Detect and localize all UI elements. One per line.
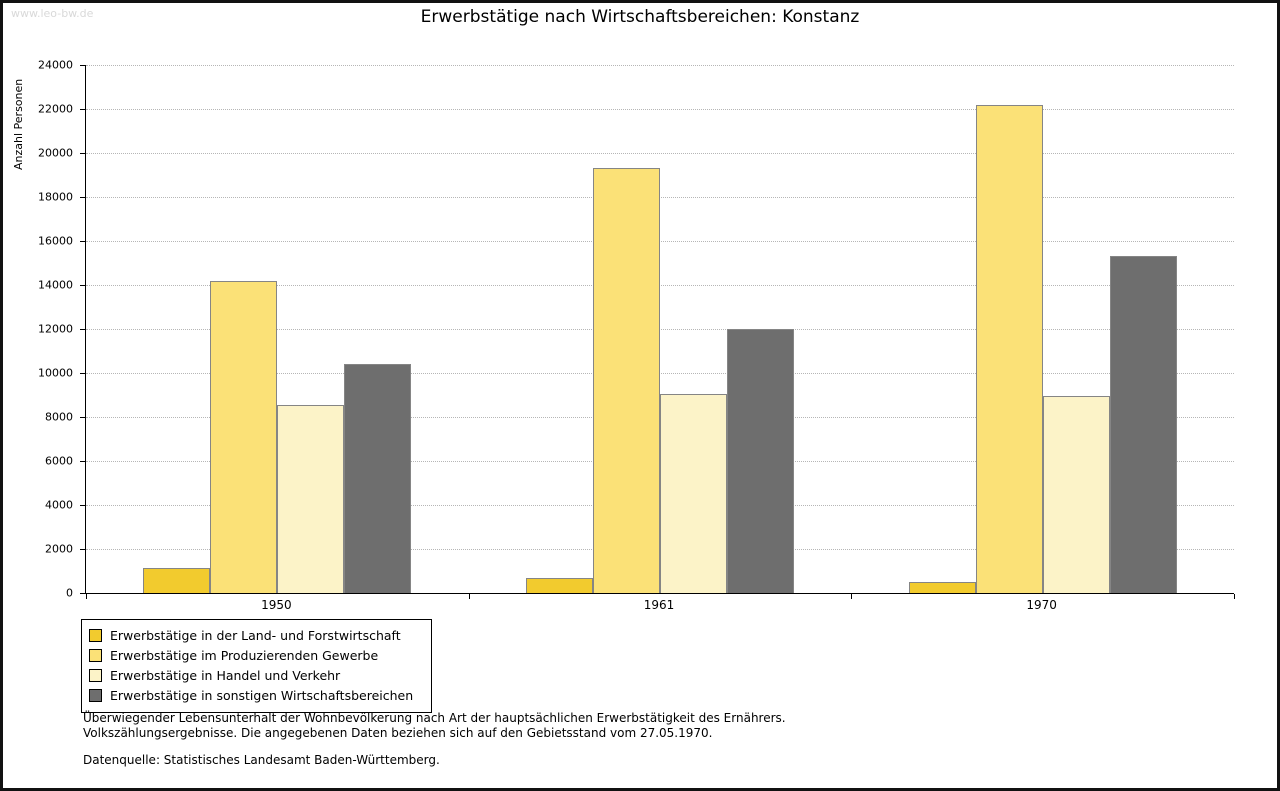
bar-group-1970 [851, 65, 1234, 593]
legend-swatch [89, 648, 102, 662]
bar-series4-1961 [727, 329, 794, 593]
y-axis-tick [80, 549, 85, 550]
bar-group-1961 [469, 65, 852, 593]
y-axis-tick [80, 593, 85, 594]
footnotes: Überwiegender Lebensunterhalt der Wohnbe… [83, 711, 786, 768]
gridline [86, 65, 1234, 66]
y-axis-tick [80, 109, 85, 110]
y-tick-label: 24000 [38, 58, 73, 72]
y-axis-tick [80, 505, 85, 506]
y-axis-tick-labels: 0 2000 4000 6000 8000 10000 12000 14000 16000 180… [3, 59, 79, 600]
x-axis-labels: 1950 1961 1970 [85, 598, 1233, 612]
data-source: Datenquelle: Statistisches Landesamt Bad… [83, 753, 440, 767]
gridline [86, 329, 1234, 330]
y-tick-label: 4000 [45, 498, 73, 512]
y-axis-tick [80, 461, 85, 462]
y-tick-label: 10000 [38, 366, 73, 380]
y-tick-label: 6000 [45, 454, 73, 468]
plot-area [80, 65, 1235, 599]
legend-label: Erwerbstätige in sonstigen Wirtschaftsbe… [110, 687, 414, 703]
watermark: www.leo-bw.de [11, 7, 94, 20]
x-axis-tick [851, 594, 853, 599]
y-axis-tick [80, 373, 85, 374]
legend-item: Erwerbstätige in der Land- und Forstwirt… [89, 625, 413, 645]
bar-series2-1970 [975, 105, 1043, 593]
legend-item: Erwerbstätige im Produzierenden Gewerbe [89, 645, 413, 665]
legend-swatch [89, 628, 102, 642]
y-axis-tick [80, 241, 85, 242]
footnote-line-1: Überwiegender Lebensunterhalt der Wohnbe… [83, 711, 786, 725]
bar-series3-1950 [277, 405, 345, 593]
y-axis-tick [80, 65, 85, 66]
legend-label: Erwerbstätige im Produzierenden Gewerbe [110, 647, 379, 663]
x-category-label: 1961 [643, 598, 675, 612]
y-axis-tick [80, 153, 85, 154]
legend: Erwerbstätige in der Land- und Forstwirt… [81, 619, 433, 713]
gridline [86, 109, 1234, 110]
y-tick-label: 22000 [38, 102, 73, 116]
bar-series2-1950 [210, 281, 278, 593]
bar-series3-1970 [1042, 396, 1110, 593]
footnote-line-2: Volkszählungsergebnisse. Die angegebenen… [83, 725, 713, 740]
bar-series4-1970 [1109, 256, 1177, 593]
y-axis-tick [80, 285, 85, 286]
x-axis-tick [468, 594, 470, 599]
bar-series3-1961 [660, 394, 727, 593]
legend-label: Erwerbstätige in Handel und Verkehr [110, 667, 341, 683]
gridline [86, 197, 1234, 198]
bar-series1-1950 [143, 568, 211, 593]
bar-series2-1961 [593, 168, 660, 593]
y-tick-label: 0 [66, 586, 73, 600]
y-axis-tick [80, 197, 85, 198]
legend-item: Erwerbstätige in Handel und Verkehr [89, 665, 413, 685]
y-tick-label: 14000 [38, 278, 73, 292]
chart-title: Erwerbstätige nach Wirtschaftsbereichen:… [420, 7, 860, 27]
legend-label: Erwerbstätige in der Land- und Forstwirt… [110, 627, 401, 643]
x-axis-tick [1234, 594, 1235, 599]
y-axis-tick [80, 417, 85, 418]
bar-series1-1970 [908, 582, 976, 593]
legend-swatch [89, 668, 102, 682]
y-tick-label: 18000 [38, 190, 73, 204]
y-tick-label: 20000 [38, 146, 73, 160]
gridline [86, 153, 1234, 154]
bar-group-1950 [86, 65, 469, 593]
legend-swatch [89, 688, 102, 702]
gridline [86, 241, 1234, 242]
y-tick-label: 12000 [38, 322, 73, 336]
x-category-label: 1970 [1026, 598, 1057, 612]
x-axis-tick [86, 594, 87, 599]
y-tick-label: 2000 [45, 542, 73, 556]
legend-item: Erwerbstätige in sonstigen Wirtschaftsbe… [89, 685, 413, 705]
bar-groups [86, 65, 1234, 593]
gridline [86, 285, 1234, 286]
x-category-label: 1950 [261, 598, 292, 612]
bar-series1-1961 [526, 578, 593, 593]
gridline [86, 373, 1234, 374]
y-axis-tick [80, 329, 85, 330]
y-tick-label: 16000 [38, 234, 73, 248]
y-tick-label: 8000 [45, 410, 73, 424]
bar-series4-1950 [344, 364, 412, 593]
